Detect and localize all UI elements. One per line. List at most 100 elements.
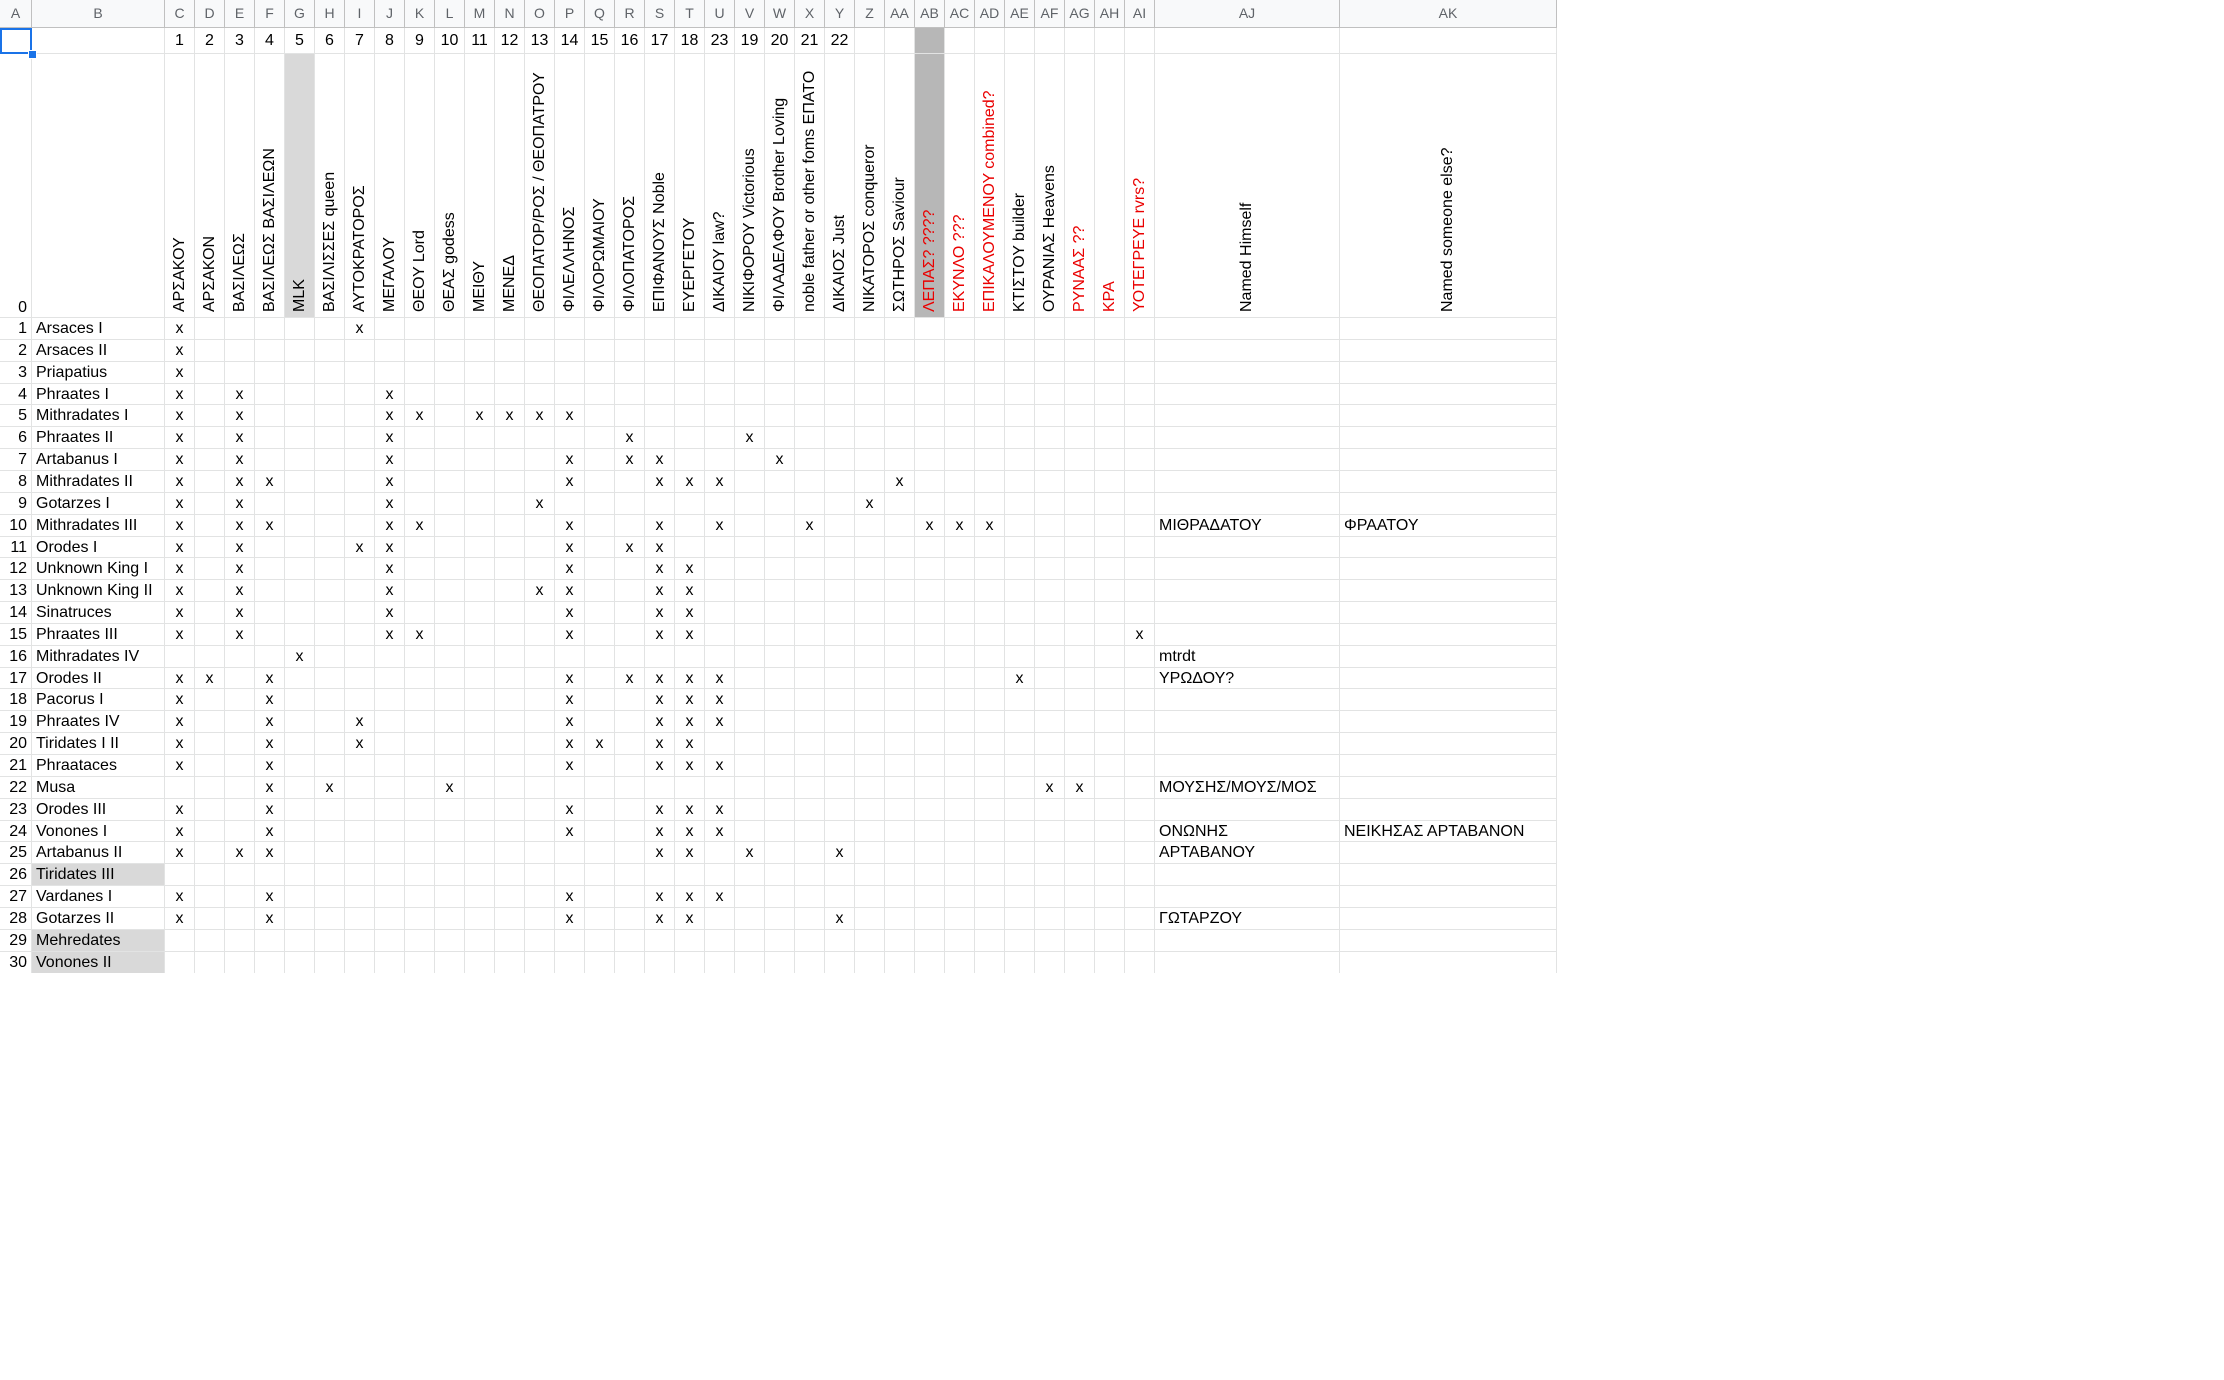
cell-l2[interactable] — [435, 340, 465, 362]
mark-x[interactable]: x — [165, 624, 195, 646]
cell-l8[interactable] — [435, 471, 465, 493]
column-header-ak[interactable]: AK — [1340, 0, 1557, 28]
mark-x[interactable]: x — [255, 471, 285, 493]
cell-v24[interactable] — [735, 821, 765, 842]
cell-q29[interactable] — [585, 930, 615, 952]
cell-d9[interactable] — [195, 493, 225, 515]
cell-p30[interactable] — [555, 952, 585, 973]
cell-h29[interactable] — [315, 930, 345, 952]
mark-x[interactable]: x — [1065, 777, 1095, 799]
cell-aa27[interactable] — [885, 886, 915, 908]
cell-ag3[interactable] — [1065, 362, 1095, 384]
cell-x24[interactable] — [795, 821, 825, 842]
king-name-cell[interactable]: Phraates IV — [32, 711, 165, 733]
cell-ac26[interactable] — [945, 864, 975, 886]
cell-n11[interactable] — [495, 537, 525, 558]
cell-ai1[interactable] — [1125, 318, 1155, 340]
cell-g29[interactable] — [285, 930, 315, 952]
mark-x[interactable]: x — [675, 733, 705, 755]
cell-m15[interactable] — [465, 624, 495, 646]
cell-e29[interactable] — [225, 930, 255, 952]
cell-o2[interactable] — [525, 340, 555, 362]
cell-v27[interactable] — [735, 886, 765, 908]
mark-x[interactable]: x — [675, 755, 705, 777]
cell-k9[interactable] — [405, 493, 435, 515]
header-number-y[interactable]: 22 — [825, 28, 855, 54]
header-number-t[interactable]: 18 — [675, 28, 705, 54]
mark-x[interactable]: x — [225, 537, 255, 558]
cell-ac28[interactable] — [945, 908, 975, 930]
header-number-ah[interactable] — [1095, 28, 1125, 54]
cell-e24[interactable] — [225, 821, 255, 842]
header-number-x[interactable]: 21 — [795, 28, 825, 54]
cell-v21[interactable] — [735, 755, 765, 777]
cell-r2[interactable] — [615, 340, 645, 362]
named-himself-cell[interactable] — [1155, 362, 1340, 384]
cell-h19[interactable] — [315, 711, 345, 733]
cell-ag12[interactable] — [1065, 558, 1095, 580]
cell-i29[interactable] — [345, 930, 375, 952]
cell-l4[interactable] — [435, 384, 465, 405]
header-number-ak[interactable] — [1340, 28, 1557, 54]
named-himself-cell[interactable] — [1155, 624, 1340, 646]
cell-ah22[interactable] — [1095, 777, 1125, 799]
cell-ag24[interactable] — [1065, 821, 1095, 842]
cell-r24[interactable] — [615, 821, 645, 842]
cell-g23[interactable] — [285, 799, 315, 821]
cell-z1[interactable] — [855, 318, 885, 340]
cell-h13[interactable] — [315, 580, 345, 602]
mark-x[interactable]: x — [255, 668, 285, 689]
title-cell-ag[interactable]: ΡΥΝΑΑΣ ?? — [1065, 54, 1095, 318]
cell-e27[interactable] — [225, 886, 255, 908]
mark-x[interactable]: x — [165, 515, 195, 537]
cell-y6[interactable] — [825, 427, 855, 449]
cell-ae1[interactable] — [1005, 318, 1035, 340]
cell-g11[interactable] — [285, 537, 315, 558]
named-himself-cell[interactable]: ΑΡΤΑΒΑΝΟΥ — [1155, 842, 1340, 864]
mark-x[interactable]: x — [165, 668, 195, 689]
mark-x[interactable]: x — [165, 733, 195, 755]
mark-x[interactable]: x — [165, 405, 195, 427]
cell-k28[interactable] — [405, 908, 435, 930]
cell-d14[interactable] — [195, 602, 225, 624]
cell-t4[interactable] — [675, 384, 705, 405]
named-himself-cell[interactable] — [1155, 799, 1340, 821]
mark-x[interactable]: x — [555, 624, 585, 646]
cell-aa2[interactable] — [885, 340, 915, 362]
cell-ab23[interactable] — [915, 799, 945, 821]
cell-z10[interactable] — [855, 515, 885, 537]
mark-x[interactable]: x — [555, 580, 585, 602]
column-header-af[interactable]: AF — [1035, 0, 1065, 28]
cell-x23[interactable] — [795, 799, 825, 821]
column-header-aa[interactable]: AA — [885, 0, 915, 28]
column-header-ai[interactable]: AI — [1125, 0, 1155, 28]
cell-d16[interactable] — [195, 646, 225, 668]
cell-j22[interactable] — [375, 777, 405, 799]
cell-g8[interactable] — [285, 471, 315, 493]
cell-o10[interactable] — [525, 515, 555, 537]
mark-x[interactable]: x — [675, 799, 705, 821]
cell-p4[interactable] — [555, 384, 585, 405]
cell-z16[interactable] — [855, 646, 885, 668]
title-cell-v[interactable]: ΝΙΚΙΦΟΡΟΥ Victorious — [735, 54, 765, 318]
king-name-cell[interactable]: Unknown King I — [32, 558, 165, 580]
cell-ag21[interactable] — [1065, 755, 1095, 777]
cell-k6[interactable] — [405, 427, 435, 449]
cell-ab26[interactable] — [915, 864, 945, 886]
cell-ae20[interactable] — [1005, 733, 1035, 755]
header-number-j[interactable]: 8 — [375, 28, 405, 54]
cell-y4[interactable] — [825, 384, 855, 405]
cell-ad7[interactable] — [975, 449, 1005, 471]
cell-ac20[interactable] — [945, 733, 975, 755]
cell-v9[interactable] — [735, 493, 765, 515]
cell-v11[interactable] — [735, 537, 765, 558]
title-cell-m[interactable]: ΜΕΙΘΥ — [465, 54, 495, 318]
cell-u30[interactable] — [705, 952, 735, 973]
mark-x[interactable]: x — [555, 711, 585, 733]
cell-ae21[interactable] — [1005, 755, 1035, 777]
mark-x[interactable]: x — [405, 405, 435, 427]
cell-v16[interactable] — [735, 646, 765, 668]
cell-d26[interactable] — [195, 864, 225, 886]
mark-x[interactable]: x — [555, 908, 585, 930]
cell-d25[interactable] — [195, 842, 225, 864]
